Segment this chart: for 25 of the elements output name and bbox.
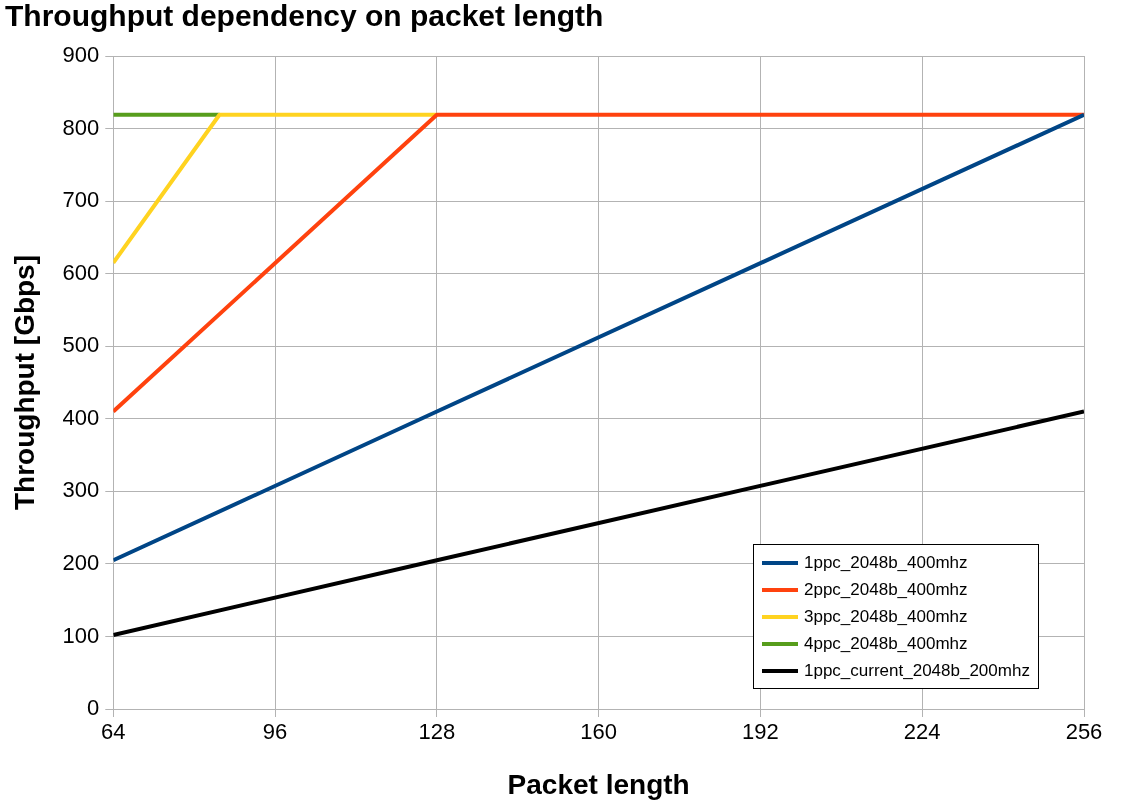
legend-label: 4ppc_2048b_400mhz (804, 633, 968, 654)
y-axis-title: Throughput [Gbps] (8, 254, 40, 511)
y-tick-label: 300 (62, 477, 100, 503)
x-axis-title: Packet length (507, 768, 690, 800)
y-tick-label: 400 (62, 404, 100, 430)
chart-title: Throughput dependency on packet length (5, 0, 604, 33)
y-tick-label: 500 (62, 332, 100, 358)
x-tick-label: 128 (418, 719, 456, 745)
y-tick-label: 200 (62, 549, 100, 575)
x-tick-label: 160 (580, 719, 618, 745)
legend-label: 1ppc_2048b_400mhz (804, 552, 968, 573)
x-tick-label: 96 (262, 719, 288, 745)
x-tick-label: 256 (1065, 719, 1103, 745)
legend-label: 2ppc_2048b_400mhz (804, 579, 968, 600)
x-tick-label: 64 (101, 719, 126, 745)
y-tick-label: 900 (62, 42, 100, 68)
x-tick-label: 192 (742, 719, 779, 745)
y-tick-label: 800 (62, 114, 100, 140)
y-tick-label: 100 (62, 622, 100, 648)
legend-label: 1ppc_current_2048b_200mhz (804, 660, 1030, 681)
y-tick-label: 700 (62, 187, 100, 213)
legend-label: 3ppc_2048b_400mhz (804, 606, 968, 627)
x-tick-label: 224 (903, 719, 941, 745)
y-tick-label: 600 (62, 259, 100, 285)
y-tick-label: 0 (87, 695, 100, 721)
